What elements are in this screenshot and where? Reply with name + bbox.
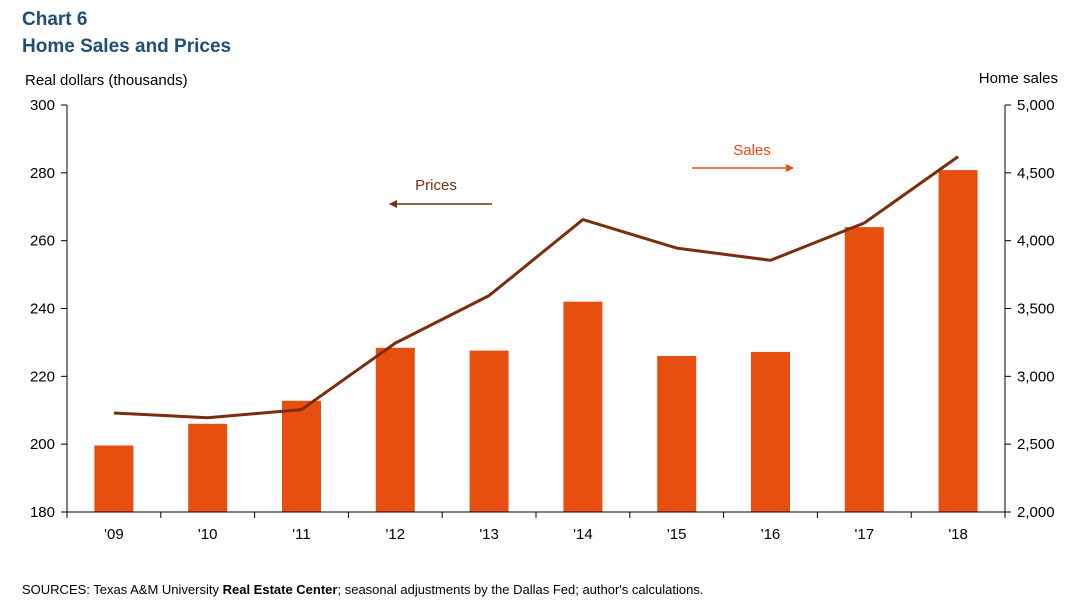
left-tick-label: 280 xyxy=(30,165,55,182)
x-tick-label: '13 xyxy=(479,526,499,543)
x-tick-label: '15 xyxy=(667,526,687,543)
left-tick-label: 200 xyxy=(30,436,55,453)
sales-bar xyxy=(751,351,790,512)
source-prefix: SOURCES: Texas A&M University xyxy=(22,582,223,597)
left-tick-label: 260 xyxy=(30,233,55,250)
prices-line xyxy=(113,155,959,420)
sales-bar xyxy=(375,347,415,512)
sales-bar xyxy=(94,445,134,512)
left-tick-label: 300 xyxy=(30,97,55,114)
prices-annotation-label: Prices xyxy=(415,177,457,194)
left-tick-label: 180 xyxy=(30,504,55,521)
x-tick-label: '09 xyxy=(104,526,124,543)
left-tick-label: 220 xyxy=(30,368,55,385)
x-tick-label: '18 xyxy=(948,526,968,543)
sales-bar xyxy=(282,400,321,512)
left-tick-label: 240 xyxy=(30,301,55,318)
x-tick-label: '14 xyxy=(573,526,593,543)
sales-bar xyxy=(938,170,978,512)
right-tick-label: 3,500 xyxy=(1017,301,1055,318)
x-tick-label: '10 xyxy=(198,526,218,543)
sales-bar xyxy=(188,423,228,512)
right-tick-label: 3,000 xyxy=(1017,368,1055,385)
right-tick-label: 4,500 xyxy=(1017,165,1055,182)
sales-annotation-label: Sales xyxy=(733,142,771,159)
sales-bar xyxy=(657,356,697,512)
sales-bar xyxy=(469,350,509,512)
right-tick-label: 5,000 xyxy=(1017,97,1055,114)
chart-number: Chart 6 xyxy=(22,9,88,30)
right-tick-label: 2,000 xyxy=(1017,504,1055,521)
x-tick-label: '12 xyxy=(386,526,406,543)
sales-bar xyxy=(844,227,884,512)
chart-title: Home Sales and Prices xyxy=(22,36,232,57)
source-note: SOURCES: Texas A&M University Real Estat… xyxy=(22,582,703,597)
source-emphasis: Real Estate Center xyxy=(222,582,338,597)
x-tick-label: '16 xyxy=(761,526,781,543)
left-axis-label: Real dollars (thousands) xyxy=(25,72,188,89)
right-tick-label: 2,500 xyxy=(1017,436,1055,453)
sales-bar xyxy=(563,301,603,512)
right-axis-label: Home sales xyxy=(979,70,1058,87)
right-tick-label: 4,000 xyxy=(1017,233,1055,250)
x-tick-label: '11 xyxy=(292,526,310,543)
source-suffix: ; seasonal adjustments by the Dallas Fed… xyxy=(337,582,704,597)
x-tick-label: '17 xyxy=(855,526,875,543)
